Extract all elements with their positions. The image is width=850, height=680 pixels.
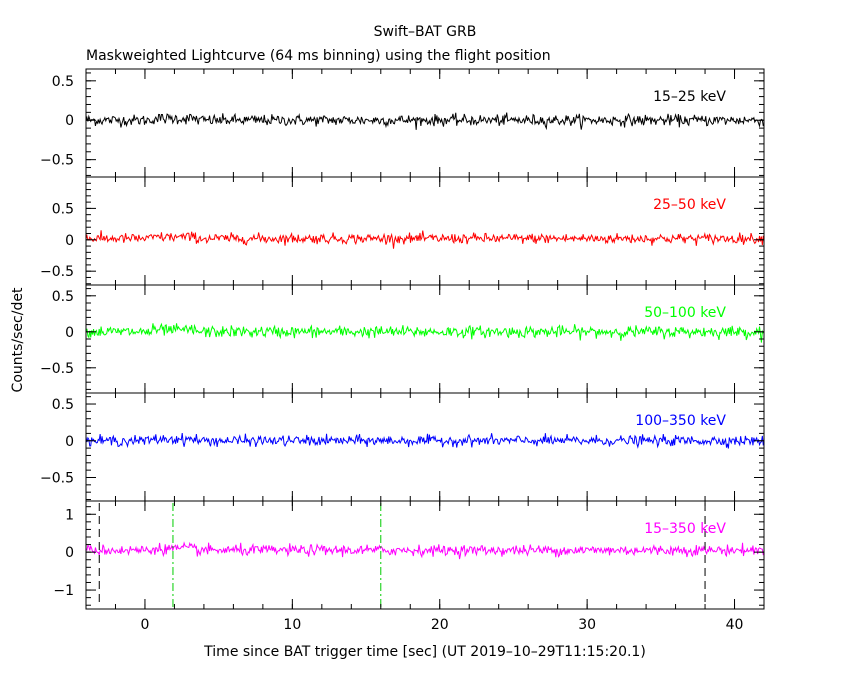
panel-frame (85, 68, 765, 178)
y-tick-label: 0.5 (52, 289, 74, 305)
x-tick-label: 30 (578, 617, 596, 633)
y-tick-label: 0 (65, 545, 74, 561)
panel-1: −0.5 0 0.5 15–25 keV (40, 68, 765, 178)
x-tick-label: 10 (283, 617, 301, 633)
x-axis-label: Time since BAT trigger time [sec] (UT 20… (203, 644, 646, 660)
y-axis-label: Counts/sec/det (10, 287, 26, 392)
y-tick-label: 0.5 (52, 201, 74, 217)
y-tick-label: −0.5 (40, 470, 74, 486)
y-tick-label: −1 (53, 583, 74, 599)
x-tick-label: 40 (726, 617, 744, 633)
panel-3: −0.5 0 0.5 50–100 keV (40, 284, 765, 394)
panel-frame (85, 500, 765, 610)
y-tick-label: 0 (65, 325, 74, 341)
panel-4: −0.5 0 0.5 100–350 keV (40, 392, 765, 502)
x-tick-label: 0 (140, 617, 149, 633)
y-tick-label: 0 (65, 113, 74, 129)
y-tick-label: 0 (65, 434, 74, 450)
series-line-1 (86, 112, 764, 131)
panel-frame (85, 176, 765, 286)
y-tick-label: 0 (65, 233, 74, 249)
y-tick-label: 0.5 (52, 74, 74, 90)
series-line-4 (86, 432, 764, 449)
chart-subtitle: Maskweighted Lightcurve (64 ms binning) … (86, 48, 551, 64)
panel-2: −0.5 0 0.5 25–50 keV (40, 176, 765, 286)
band-label-5: 15–350 keV (644, 521, 726, 537)
panel-frame (85, 392, 765, 502)
y-tick-label: −0.5 (40, 153, 74, 169)
y-tick-label: −0.5 (40, 361, 74, 377)
y-tick-label: −0.5 (40, 264, 74, 280)
panels-group: −0.5 0 0.5 15–25 keV −0.5 0 0.5 25–50 keV −0.5 0 0… (40, 68, 765, 633)
x-tick-label: 20 (431, 617, 449, 633)
band-label-3: 50–100 keV (644, 305, 726, 321)
series-line-3 (86, 322, 764, 343)
band-label-2: 25–50 keV (653, 197, 726, 213)
panel-frame (85, 284, 765, 394)
band-label-4: 100–350 keV (635, 413, 726, 429)
panel-5: −1 0 1 15–350 keV 0 10 20 30 40 (53, 500, 765, 633)
band-label-1: 15–25 keV (653, 89, 726, 105)
y-tick-label: 0.5 (52, 397, 74, 413)
chart-title: Swift–BAT GRB (374, 24, 477, 40)
series-line-5 (86, 541, 764, 560)
series-line-2 (86, 230, 764, 249)
y-tick-label: 1 (65, 507, 74, 523)
